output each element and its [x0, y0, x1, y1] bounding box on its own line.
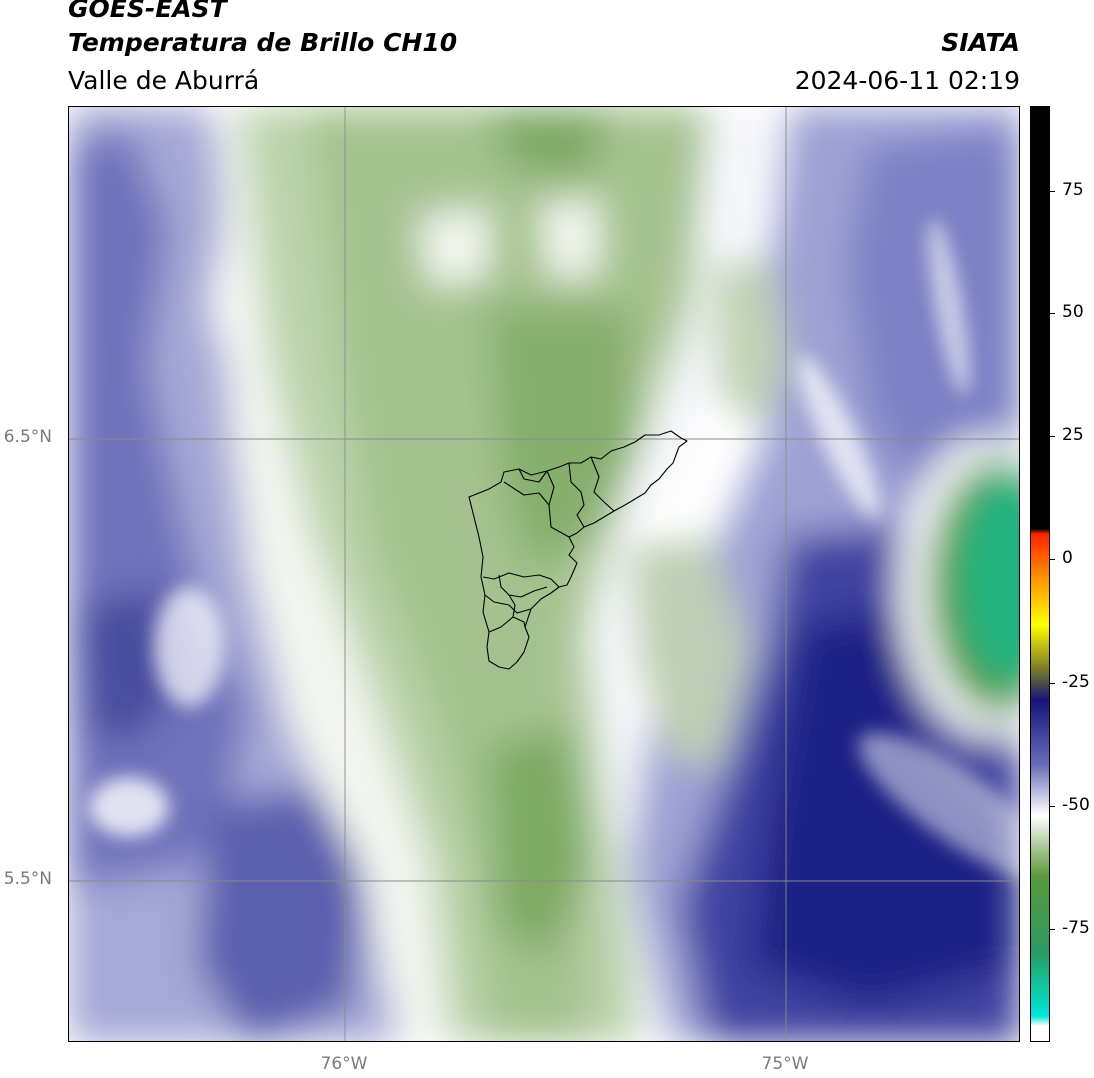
lat-label-6.5: 6.5°N: [3, 427, 52, 447]
lon-label-76: 76°W: [320, 1054, 368, 1074]
aburra-valley-boundaries: [468, 430, 688, 670]
colorbar-tick: [1050, 559, 1055, 560]
colorbar-label-minus50: -50: [1062, 795, 1090, 815]
map-frame: [68, 106, 1020, 1042]
gridlines: [69, 107, 1019, 1041]
cloud-region: [489, 307, 639, 567]
lat-label-5.5: 5.5°N: [3, 869, 52, 889]
colorbar-tick: [1050, 683, 1055, 684]
colorbar-label-25: 25: [1062, 425, 1084, 445]
cloud-region: [89, 777, 169, 837]
colorbar-label-minus75: -75: [1062, 918, 1090, 938]
datetime-label: 2024-06-11 02:19: [794, 66, 1020, 95]
region-title: Valle de Aburrá: [68, 66, 260, 95]
municipal-boundary: [503, 481, 550, 506]
cloud-field: [69, 107, 1019, 1041]
lon-label-75: 75°W: [761, 1054, 809, 1074]
cloud-region: [749, 607, 1019, 1007]
cloud-region: [154, 587, 224, 707]
product-title: Temperatura de Brillo CH10: [68, 28, 458, 57]
cloud-region: [928, 218, 970, 396]
cloud-region: [489, 107, 609, 177]
municipal-boundary: [590, 456, 615, 512]
brightness-temperature-map: [69, 107, 1019, 1041]
colorbar-tick: [1050, 806, 1055, 807]
colorbar-label-50: 50: [1062, 302, 1084, 322]
cloud-region: [956, 465, 1019, 689]
agency-title: SIATA: [941, 28, 1020, 57]
colorbar-label-minus25: -25: [1062, 672, 1090, 692]
municipal-boundary: [568, 462, 585, 528]
satellite-title: GOES-EAST: [68, 0, 227, 23]
valley-outer-boundary: [468, 430, 688, 670]
municipal-boundary: [488, 616, 526, 633]
municipal-boundary: [518, 468, 548, 483]
cloud-region: [629, 537, 749, 767]
municipal-boundary: [482, 572, 560, 588]
colorbar-label-0: 0: [1062, 548, 1073, 568]
colorbar-tick: [1050, 436, 1055, 437]
colorbar-tick: [1050, 313, 1055, 314]
cloud-region: [419, 207, 489, 287]
cloud-region: [858, 732, 1019, 882]
municipal-boundary: [498, 574, 548, 598]
cloud-region: [79, 587, 179, 747]
colorbar-tick: [1050, 191, 1055, 192]
cloud-region: [199, 787, 369, 1041]
colorbar-tick: [1050, 929, 1055, 930]
cloud-region: [797, 355, 881, 519]
cloud-region: [489, 727, 589, 957]
cloud-region: [849, 127, 1019, 527]
cloud-region: [539, 197, 599, 277]
cloud-region: [709, 257, 789, 427]
colorbar-label-75: 75: [1062, 180, 1084, 200]
municipal-boundary: [508, 594, 516, 618]
municipal-boundary: [484, 594, 532, 614]
cloud-detail: [89, 218, 1019, 882]
temperature-colorbar: [1030, 106, 1050, 1042]
